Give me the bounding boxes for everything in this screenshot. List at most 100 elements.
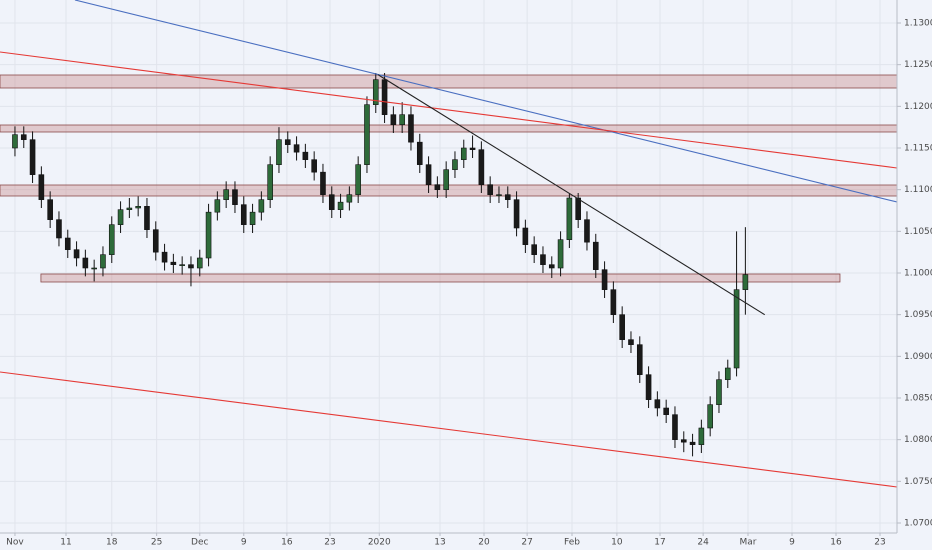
y-tick-label: 1.08000	[904, 435, 932, 445]
candle-body	[20, 134, 27, 140]
x-tick-label: 16	[830, 538, 842, 548]
candle-body	[425, 164, 432, 185]
candle-body	[293, 144, 300, 153]
x-tick-label: 9	[241, 538, 247, 548]
candle-body	[478, 149, 485, 185]
y-tick-label: 1.12000	[904, 102, 932, 112]
candle-body	[346, 194, 353, 203]
x-tick-label: 2020	[368, 538, 391, 548]
candle-body	[434, 184, 441, 190]
candle-body	[56, 219, 62, 239]
candle-body	[196, 257, 203, 269]
x-tick-label: 13	[434, 538, 445, 548]
y-tick-label: 1.07500	[904, 477, 932, 487]
candle-body	[320, 171, 326, 195]
candle-body	[205, 211, 212, 259]
candle-body	[372, 79, 379, 105]
candle-body	[698, 427, 705, 445]
candle-body	[619, 314, 625, 340]
candle-body	[390, 114, 397, 125]
candle-body	[469, 147, 476, 150]
axes: 1.07000 1.07500 1.08000 1.08500 1.09000 1.095…	[6, 19, 932, 548]
y-tick-label: 1.13000	[904, 19, 932, 29]
candle-body	[566, 197, 573, 240]
candle-body	[742, 274, 749, 290]
candle-body	[302, 151, 309, 160]
candle-body	[452, 159, 458, 170]
y-tick-label: 1.08500	[904, 394, 932, 404]
candle-body	[610, 289, 617, 315]
candle-body	[126, 207, 133, 210]
x-tick-label: 23	[874, 538, 885, 548]
candle-body	[91, 267, 97, 270]
candle-body	[399, 114, 405, 125]
candle-body	[223, 189, 229, 200]
trend-line	[0, 51, 897, 169]
candle-body	[531, 244, 537, 255]
candle-body	[496, 194, 502, 196]
candle-body	[540, 254, 546, 265]
x-tick-label: 11	[60, 538, 71, 548]
candle-body	[258, 199, 265, 213]
candle-body	[267, 164, 273, 200]
candle-body	[636, 344, 643, 375]
candle-body	[522, 227, 529, 245]
candle-body	[443, 169, 449, 190]
candle-body	[117, 209, 124, 225]
candle-body	[47, 199, 53, 220]
zone	[0, 74, 897, 89]
candle-body	[249, 211, 256, 225]
candle-body	[504, 194, 511, 200]
candle-body	[232, 189, 238, 205]
x-tick-label: 9	[789, 538, 795, 548]
candle-body	[654, 399, 661, 409]
x-tick-label: 24	[697, 538, 709, 548]
y-tick-label: 1.09000	[904, 352, 932, 362]
candle-body	[416, 141, 423, 165]
trend-line	[0, 371, 897, 488]
x-tick-label: 18	[106, 538, 118, 548]
candle-body	[408, 114, 414, 143]
candle-body	[64, 237, 71, 250]
candle-body	[108, 224, 115, 255]
candle-body	[663, 407, 669, 415]
candle-body	[12, 134, 18, 149]
candle-body	[716, 379, 722, 405]
y-tick-label: 1.10500	[904, 227, 932, 237]
candle-body	[733, 289, 740, 369]
candle-body	[284, 139, 291, 145]
y-tick-label: 1.07000	[904, 519, 932, 529]
candle-body	[601, 269, 608, 290]
x-tick-label: 16	[281, 538, 293, 548]
candle-body	[575, 197, 581, 220]
candle-body	[179, 264, 185, 266]
zone	[40, 273, 841, 283]
y-tick-label: 1.10000	[904, 269, 932, 279]
plot-area	[0, 0, 897, 533]
x-tick-label: Mar	[740, 538, 757, 548]
trend-line	[377, 74, 766, 316]
x-tick-label: 20	[478, 538, 490, 548]
candle-body	[557, 239, 564, 269]
candle-body	[214, 199, 221, 213]
candle-body	[100, 254, 106, 269]
candle-body	[707, 404, 713, 429]
candle-body	[144, 206, 150, 230]
candle-body	[548, 264, 555, 269]
x-tick-label: 23	[324, 538, 335, 548]
y-tick-label: 1.09500	[904, 310, 932, 320]
y-tick-label: 1.11000	[904, 185, 932, 195]
candle-body	[487, 184, 493, 195]
candle-body	[381, 79, 388, 115]
x-tick-label: Feb	[564, 538, 580, 548]
candle-body	[460, 147, 467, 160]
x-tick-label: 25	[151, 538, 162, 548]
x-tick-label: Nov	[6, 538, 24, 548]
candle-body	[38, 174, 45, 200]
candle-body	[355, 164, 361, 195]
y-tick-label: 1.11500	[904, 144, 932, 154]
candle-body	[724, 367, 731, 380]
